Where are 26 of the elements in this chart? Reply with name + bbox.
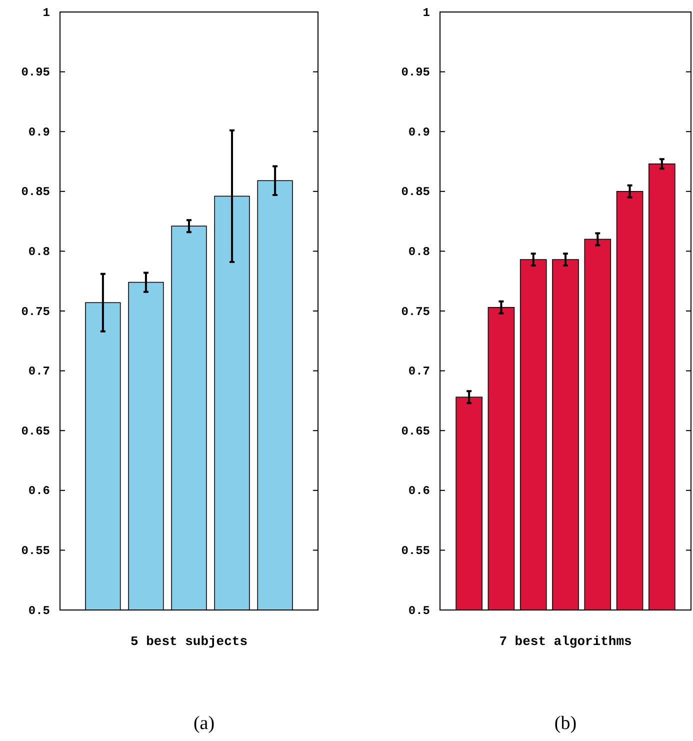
x-axis-title: 5 best subjects <box>130 634 248 649</box>
y-tick-label: 0.65 <box>401 424 430 438</box>
y-tick-label: 0.55 <box>21 544 50 558</box>
y-tick-label: 1 <box>422 6 430 20</box>
y-tick-label: 0.7 <box>28 364 50 379</box>
y-tick-label: 0.9 <box>28 125 50 140</box>
y-tick-label: 0.5 <box>408 604 430 618</box>
y-tick-label: 0.85 <box>401 185 430 200</box>
text: (b) <box>554 713 577 734</box>
x-axis-title: 7 best algorithms <box>499 634 632 649</box>
y-tick-label: 0.85 <box>21 185 50 200</box>
y-tick-label: 0.9 <box>408 125 430 140</box>
y-tick-label: 0.55 <box>401 544 430 558</box>
y-tick-label: 0.95 <box>401 66 430 80</box>
y-tick-label: 0.5 <box>28 604 50 618</box>
y-tick-label: 0.6 <box>28 484 50 498</box>
text: (a) <box>193 713 215 734</box>
y-tick-label: 0.65 <box>21 424 50 438</box>
y-tick-label: 0.8 <box>408 245 430 260</box>
y-tick-label: 0.75 <box>21 304 50 319</box>
y-tick-label: 0.75 <box>401 304 430 319</box>
y-tick-label: 1 <box>42 6 50 20</box>
y-tick-label: 0.8 <box>28 245 50 260</box>
y-tick-label: 0.95 <box>21 66 50 80</box>
y-tick-label: 0.6 <box>408 484 430 498</box>
y-tick-label: 0.7 <box>408 364 430 379</box>
